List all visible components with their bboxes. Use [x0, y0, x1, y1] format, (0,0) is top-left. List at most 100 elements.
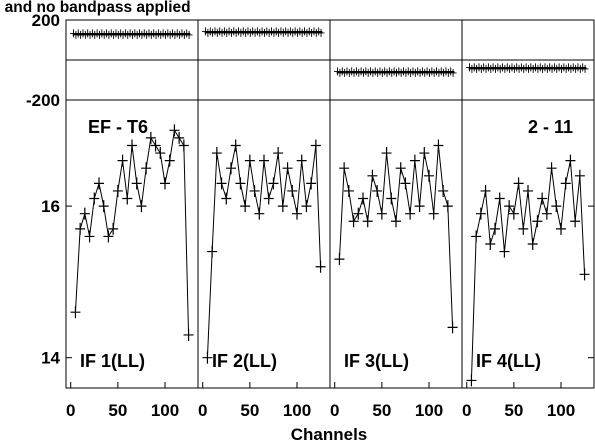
amplitude-point [433, 139, 444, 152]
amplitude-point [532, 215, 543, 228]
x-tick-label: 50 [504, 401, 523, 420]
panel-label: IF 2(LL) [212, 351, 277, 371]
amplitude-point [155, 147, 166, 160]
amplitude-point [560, 177, 571, 190]
amplitude-point [70, 306, 81, 319]
amplitude-point [334, 253, 345, 266]
x-tick-label: 50 [108, 401, 127, 420]
amplitude-point [136, 200, 147, 213]
phase-series-2 [202, 27, 325, 37]
amplitude-point [480, 184, 491, 197]
amplitude-point [537, 192, 548, 205]
amplitude-point [230, 139, 241, 152]
amplitude-point [160, 177, 170, 190]
amplitude-point [386, 192, 397, 205]
amplitude-point [94, 177, 104, 190]
chart-title: l and no bandpass applied [0, 0, 191, 16]
phase-y-tick-label: 200 [32, 11, 60, 30]
x-tick-label: 0 [462, 401, 471, 420]
amplitude-point [348, 215, 359, 228]
amplitude-point [518, 222, 529, 235]
amplitude-point [381, 147, 392, 160]
amplitude-point [127, 139, 137, 152]
amplitude-point [475, 207, 486, 220]
amplitude-point [292, 207, 302, 220]
amplitude-point [424, 169, 434, 182]
amplitude-point [442, 200, 453, 213]
amplitude-point [556, 222, 566, 235]
amplitude-point [89, 192, 100, 205]
panel-label: IF 4(LL) [476, 351, 541, 371]
amplitude-point [372, 184, 383, 197]
amplitude-point [254, 207, 265, 220]
amplitude-point [565, 154, 576, 167]
amplitude-series-3 [334, 139, 458, 334]
amplitude-point [414, 200, 425, 213]
amplitude-series-1 [70, 124, 194, 341]
amplitude-point [287, 184, 298, 197]
amplitude-point [259, 154, 269, 167]
amplitude-point [296, 154, 307, 167]
phase-point [581, 64, 589, 73]
amplitude-point [438, 184, 449, 197]
amplitude-point [273, 147, 284, 160]
amplitude-point [84, 230, 95, 243]
amplitude-point [395, 162, 406, 175]
amplitude-point [541, 207, 552, 220]
amplitude-point [358, 192, 368, 205]
panel-label: IF 3(LL) [344, 351, 409, 371]
amplitude-point [362, 215, 373, 228]
amplitude-point [513, 177, 524, 190]
source-label: EF - T6 [88, 117, 148, 137]
amplitude-point [428, 207, 439, 220]
x-tick-label: 0 [66, 401, 75, 420]
amplitude-point [405, 207, 416, 220]
amplitude-point [315, 260, 326, 273]
amplitude-y-tick-label: 14 [41, 349, 60, 368]
x-tick-label: 50 [372, 401, 391, 420]
amplitude-point [169, 124, 180, 137]
amplitude-point [112, 184, 123, 197]
amplitude-point [490, 222, 500, 235]
baseline-label: 2 - 11 [528, 117, 573, 137]
amplitude-point [419, 147, 430, 160]
amplitude-point [527, 238, 538, 250]
phase-series-4 [466, 63, 589, 73]
amplitude-line [206, 145, 322, 358]
amplitude-point [301, 200, 312, 213]
phase-y-tick-label: -200 [26, 91, 60, 110]
x-tick-label: 50 [240, 401, 259, 420]
amplitude-point [249, 184, 260, 197]
amplitude-point [574, 169, 585, 182]
amplitude-point [494, 192, 505, 205]
amplitude-point [306, 177, 317, 190]
amplitude-point [145, 131, 156, 144]
amplitude-point [131, 177, 142, 190]
amplitude-point [164, 154, 175, 167]
amplitude-point [409, 154, 420, 167]
amplitude-point [570, 215, 581, 228]
amplitude-point [282, 162, 293, 175]
amplitude-point [523, 184, 533, 197]
x-tick-label: 100 [283, 401, 311, 420]
amplitude-point [226, 162, 236, 175]
amplitude-point [174, 131, 185, 144]
amplitude-point [117, 154, 128, 167]
amplitude-point [367, 169, 378, 182]
amplitude-point [268, 177, 279, 190]
amplitude-point [79, 207, 90, 220]
amplitude-point [141, 162, 152, 175]
amplitude-point [75, 222, 86, 235]
x-tick-label: 100 [415, 401, 443, 420]
amplitude-point [240, 200, 251, 213]
phase-point [317, 28, 325, 37]
amplitude-point [353, 207, 364, 220]
amplitude-point [391, 215, 401, 228]
phase-series-1 [70, 29, 193, 39]
amplitude-point [471, 230, 482, 243]
amplitude-point [178, 139, 189, 152]
amplitude-point [103, 230, 114, 243]
amplitude-point [508, 207, 519, 220]
amplitude-point [466, 374, 477, 387]
